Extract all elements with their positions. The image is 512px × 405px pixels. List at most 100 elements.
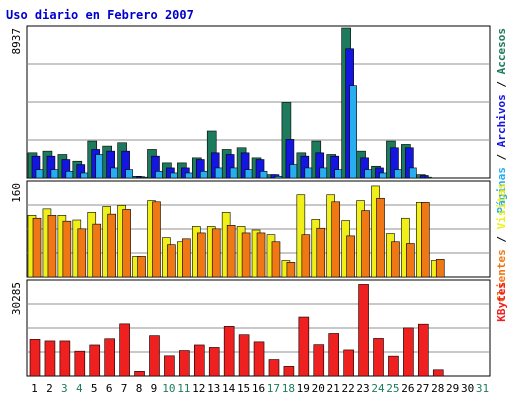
bar-kbytes-day-28 bbox=[432, 369, 444, 377]
bar-kbytes-day-10 bbox=[164, 355, 175, 377]
bar-pginas-day-17 bbox=[274, 176, 283, 179]
day-label-31: 31 bbox=[476, 382, 489, 395]
bar-pginas-day-2 bbox=[50, 169, 59, 179]
bar-visitas-day-25 bbox=[391, 241, 400, 278]
day-label-5: 5 bbox=[91, 382, 98, 395]
bar-visitas-day-2 bbox=[47, 215, 57, 278]
bar-pginas-day-10 bbox=[170, 172, 178, 179]
bar-pginas-day-12 bbox=[199, 170, 208, 179]
bar-pginas-day-20 bbox=[319, 167, 328, 179]
day-label-6: 6 bbox=[106, 382, 113, 395]
bar-pginas-day-19 bbox=[304, 167, 313, 179]
legend-entry-clientes: Clientes bbox=[495, 249, 508, 302]
panel-3-max-label: 30285 bbox=[10, 282, 23, 315]
series-pginas bbox=[35, 85, 432, 179]
day-label-27: 27 bbox=[416, 382, 429, 395]
bar-visitas-day-12 bbox=[196, 232, 206, 278]
legend-entry-archivos: Archivos bbox=[495, 94, 508, 147]
bar-kbytes-day-15 bbox=[238, 334, 250, 377]
bar-visitas-day-13 bbox=[211, 228, 221, 278]
day-label-22: 22 bbox=[341, 382, 354, 395]
day-label-12: 12 bbox=[192, 382, 205, 395]
bar-visitas-day-7 bbox=[122, 209, 131, 278]
panel-1-max-label: 8937 bbox=[10, 28, 23, 55]
bar-kbytes-day-25 bbox=[388, 355, 399, 377]
bar-visitas-day-4 bbox=[77, 228, 87, 278]
series-visitas bbox=[32, 197, 445, 278]
day-label-9: 9 bbox=[151, 382, 158, 395]
day-label-16: 16 bbox=[252, 382, 265, 395]
bar-pginas-day-26 bbox=[409, 167, 417, 179]
bar-kbytes-day-2 bbox=[44, 340, 56, 377]
series-kbytes bbox=[29, 284, 444, 377]
bar-kbytes-day-17 bbox=[268, 359, 280, 377]
panel-1-legend: Páginas / Archivos / Accesos bbox=[495, 28, 508, 213]
bar-pginas-day-9 bbox=[155, 170, 163, 179]
day-label-8: 8 bbox=[136, 382, 143, 395]
bar-visitas-day-11 bbox=[182, 238, 191, 278]
panel-2-legend: Clientes / Visitas bbox=[495, 183, 508, 302]
bar-visitas-day-5 bbox=[92, 223, 102, 278]
bar-kbytes-day-1 bbox=[29, 339, 41, 377]
bar-kbytes-day-11 bbox=[179, 350, 190, 377]
bar-pginas-day-13 bbox=[214, 167, 223, 179]
bar-pginas-day-1 bbox=[35, 169, 44, 179]
bar-pginas-day-8 bbox=[140, 176, 148, 179]
day-label-28: 28 bbox=[431, 382, 444, 395]
day-label-17: 17 bbox=[267, 382, 280, 395]
bar-visitas-day-16 bbox=[256, 232, 266, 278]
day-label-15: 15 bbox=[237, 382, 250, 395]
legend-entry-accesos: Accesos bbox=[495, 28, 508, 74]
bar-pginas-day-11 bbox=[185, 172, 193, 179]
day-label-18: 18 bbox=[282, 382, 295, 395]
bar-pginas-day-3 bbox=[65, 170, 74, 179]
legend-separator: / bbox=[495, 229, 508, 249]
bar-visitas-day-27 bbox=[421, 202, 430, 278]
bar-pginas-day-15 bbox=[244, 169, 253, 179]
bar-visitas-day-8 bbox=[137, 256, 146, 278]
bar-kbytes-day-19 bbox=[298, 316, 310, 377]
day-label-10: 10 bbox=[162, 382, 175, 395]
bar-visitas-day-1 bbox=[32, 217, 42, 278]
bar-pginas-day-6 bbox=[110, 167, 118, 179]
bar-kbytes-day-6 bbox=[104, 338, 115, 377]
bar-visitas-day-6 bbox=[107, 213, 116, 278]
day-label-30: 30 bbox=[461, 382, 474, 395]
bar-kbytes-day-8 bbox=[134, 371, 145, 377]
series-clientes bbox=[27, 185, 440, 278]
bar-visitas-day-9 bbox=[152, 201, 161, 278]
legend-entry-pginas: Páginas bbox=[495, 167, 508, 213]
bar-kbytes-day-21 bbox=[328, 333, 340, 377]
day-label-19: 19 bbox=[297, 382, 310, 395]
bar-pginas-day-27 bbox=[424, 176, 432, 179]
bar-kbytes-day-7 bbox=[119, 323, 130, 377]
bar-visitas-day-28 bbox=[435, 259, 445, 278]
panel-3-legend: KBytes bbox=[495, 282, 508, 322]
bar-visitas-day-26 bbox=[406, 243, 415, 278]
bar-kbytes-day-23 bbox=[358, 284, 369, 377]
legend-entry-kbytes: KBytes bbox=[495, 282, 508, 322]
day-label-25: 25 bbox=[386, 382, 399, 395]
day-label-26: 26 bbox=[401, 382, 414, 395]
bar-visitas-day-20 bbox=[316, 227, 326, 278]
day-label-24: 24 bbox=[371, 382, 385, 395]
bar-pginas-day-18 bbox=[289, 164, 298, 179]
panel-2-max-label: 160 bbox=[10, 183, 23, 203]
bar-kbytes-day-4 bbox=[74, 350, 86, 377]
bar-pginas-day-16 bbox=[259, 170, 268, 179]
bar-kbytes-day-5 bbox=[89, 344, 101, 377]
bar-pginas-day-4 bbox=[80, 172, 89, 179]
chart-title: Uso diario en Febrero 2007 bbox=[6, 8, 194, 22]
legend-separator: / bbox=[495, 147, 508, 167]
bar-pginas-day-23 bbox=[364, 169, 372, 179]
bar-kbytes-day-18 bbox=[283, 366, 295, 377]
day-label-21: 21 bbox=[327, 382, 340, 395]
day-label-23: 23 bbox=[356, 382, 369, 395]
bar-visitas-day-24 bbox=[376, 197, 385, 278]
bar-visitas-day-15 bbox=[241, 232, 251, 278]
bar-kbytes-day-22 bbox=[343, 349, 354, 377]
bar-pginas-day-25 bbox=[394, 169, 402, 179]
day-label-3: 3 bbox=[61, 382, 68, 395]
bar-pginas-day-24 bbox=[379, 172, 387, 179]
